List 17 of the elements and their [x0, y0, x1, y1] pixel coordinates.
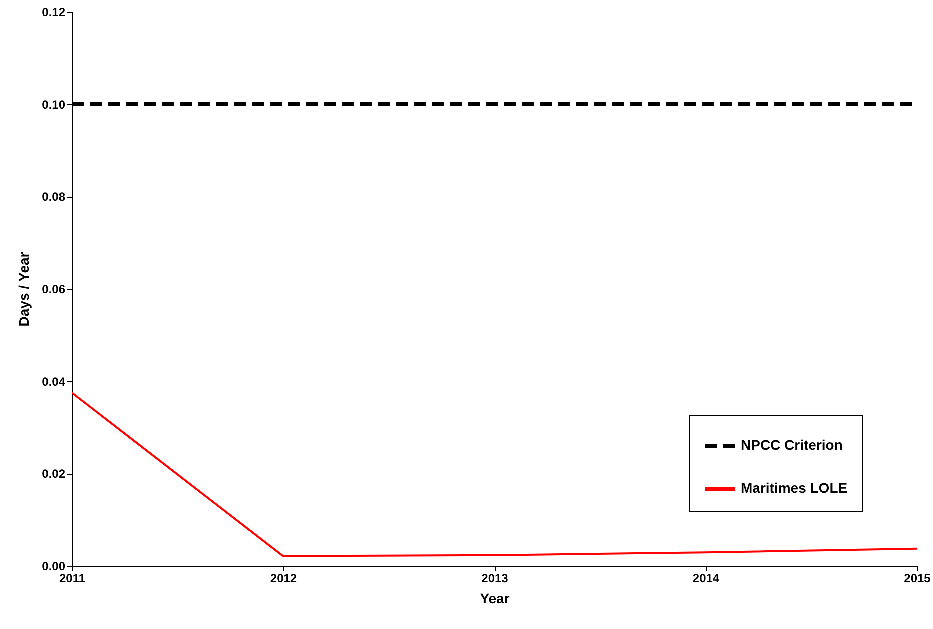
y-tick-label: 0.02	[42, 467, 66, 482]
x-tick-label: 2012	[270, 572, 298, 586]
x-tick-label: 2015	[904, 572, 932, 586]
y-tick-label: 0.06	[42, 282, 66, 296]
line-series	[72, 392, 917, 558]
x-tick-label: 2013	[482, 572, 509, 586]
y-tick-label: 0.10	[42, 98, 66, 112]
legend-label: NPCC Criterion	[741, 437, 843, 453]
legend-label: Maritimes LOLE	[741, 480, 848, 496]
x-tick-label: 2011	[59, 572, 86, 586]
x-tick-label: 2014	[692, 572, 720, 586]
y-tick-label: 0.08	[42, 190, 66, 204]
y-tick-label: 0.00	[42, 560, 66, 574]
y-tick-label: 0.12	[42, 6, 66, 20]
y-axis-title: Days / Year	[16, 252, 32, 327]
x-axis-title: Year	[480, 590, 510, 606]
y-tick-label: 0.04	[42, 374, 66, 389]
